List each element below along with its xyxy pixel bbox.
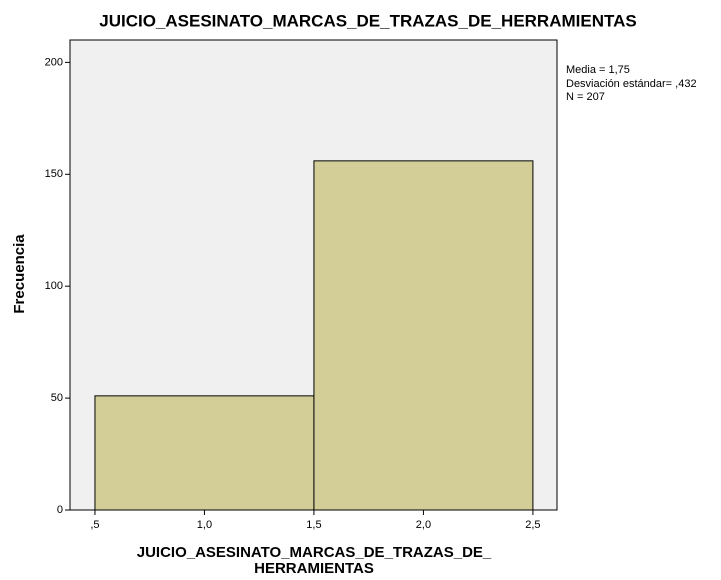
x-tick-label: ,5 bbox=[90, 519, 99, 531]
x-tick-label: 1,5 bbox=[306, 519, 321, 531]
bar bbox=[313, 160, 534, 511]
bar bbox=[94, 395, 315, 511]
x-tick-label: 1,0 bbox=[197, 519, 212, 531]
x-tick-label: 2,0 bbox=[416, 519, 431, 531]
y-tick-label: 150 bbox=[45, 168, 63, 180]
y-tick-label: 200 bbox=[45, 56, 63, 68]
y-tick-label: 0 bbox=[57, 504, 63, 516]
x-axis-label: JUICIO_ASESINATO_MARCAS_DE_TRAZAS_DE_ bbox=[137, 544, 492, 561]
stat-annotation: Desviación estándar= ,432 bbox=[566, 78, 697, 90]
y-tick-label: 50 bbox=[51, 392, 63, 404]
stat-annotation: Media = 1,75 bbox=[566, 64, 630, 76]
stat-annotation: N = 207 bbox=[566, 91, 605, 103]
y-tick-label: 100 bbox=[45, 280, 63, 292]
chart-title: JUICIO_ASESINATO_MARCAS_DE_TRAZAS_DE_HER… bbox=[99, 11, 636, 30]
x-tick-label: 2,5 bbox=[525, 519, 540, 531]
x-axis-label: HERRAMIENTAS bbox=[254, 560, 374, 577]
y-axis-label: Frecuencia bbox=[11, 234, 28, 314]
